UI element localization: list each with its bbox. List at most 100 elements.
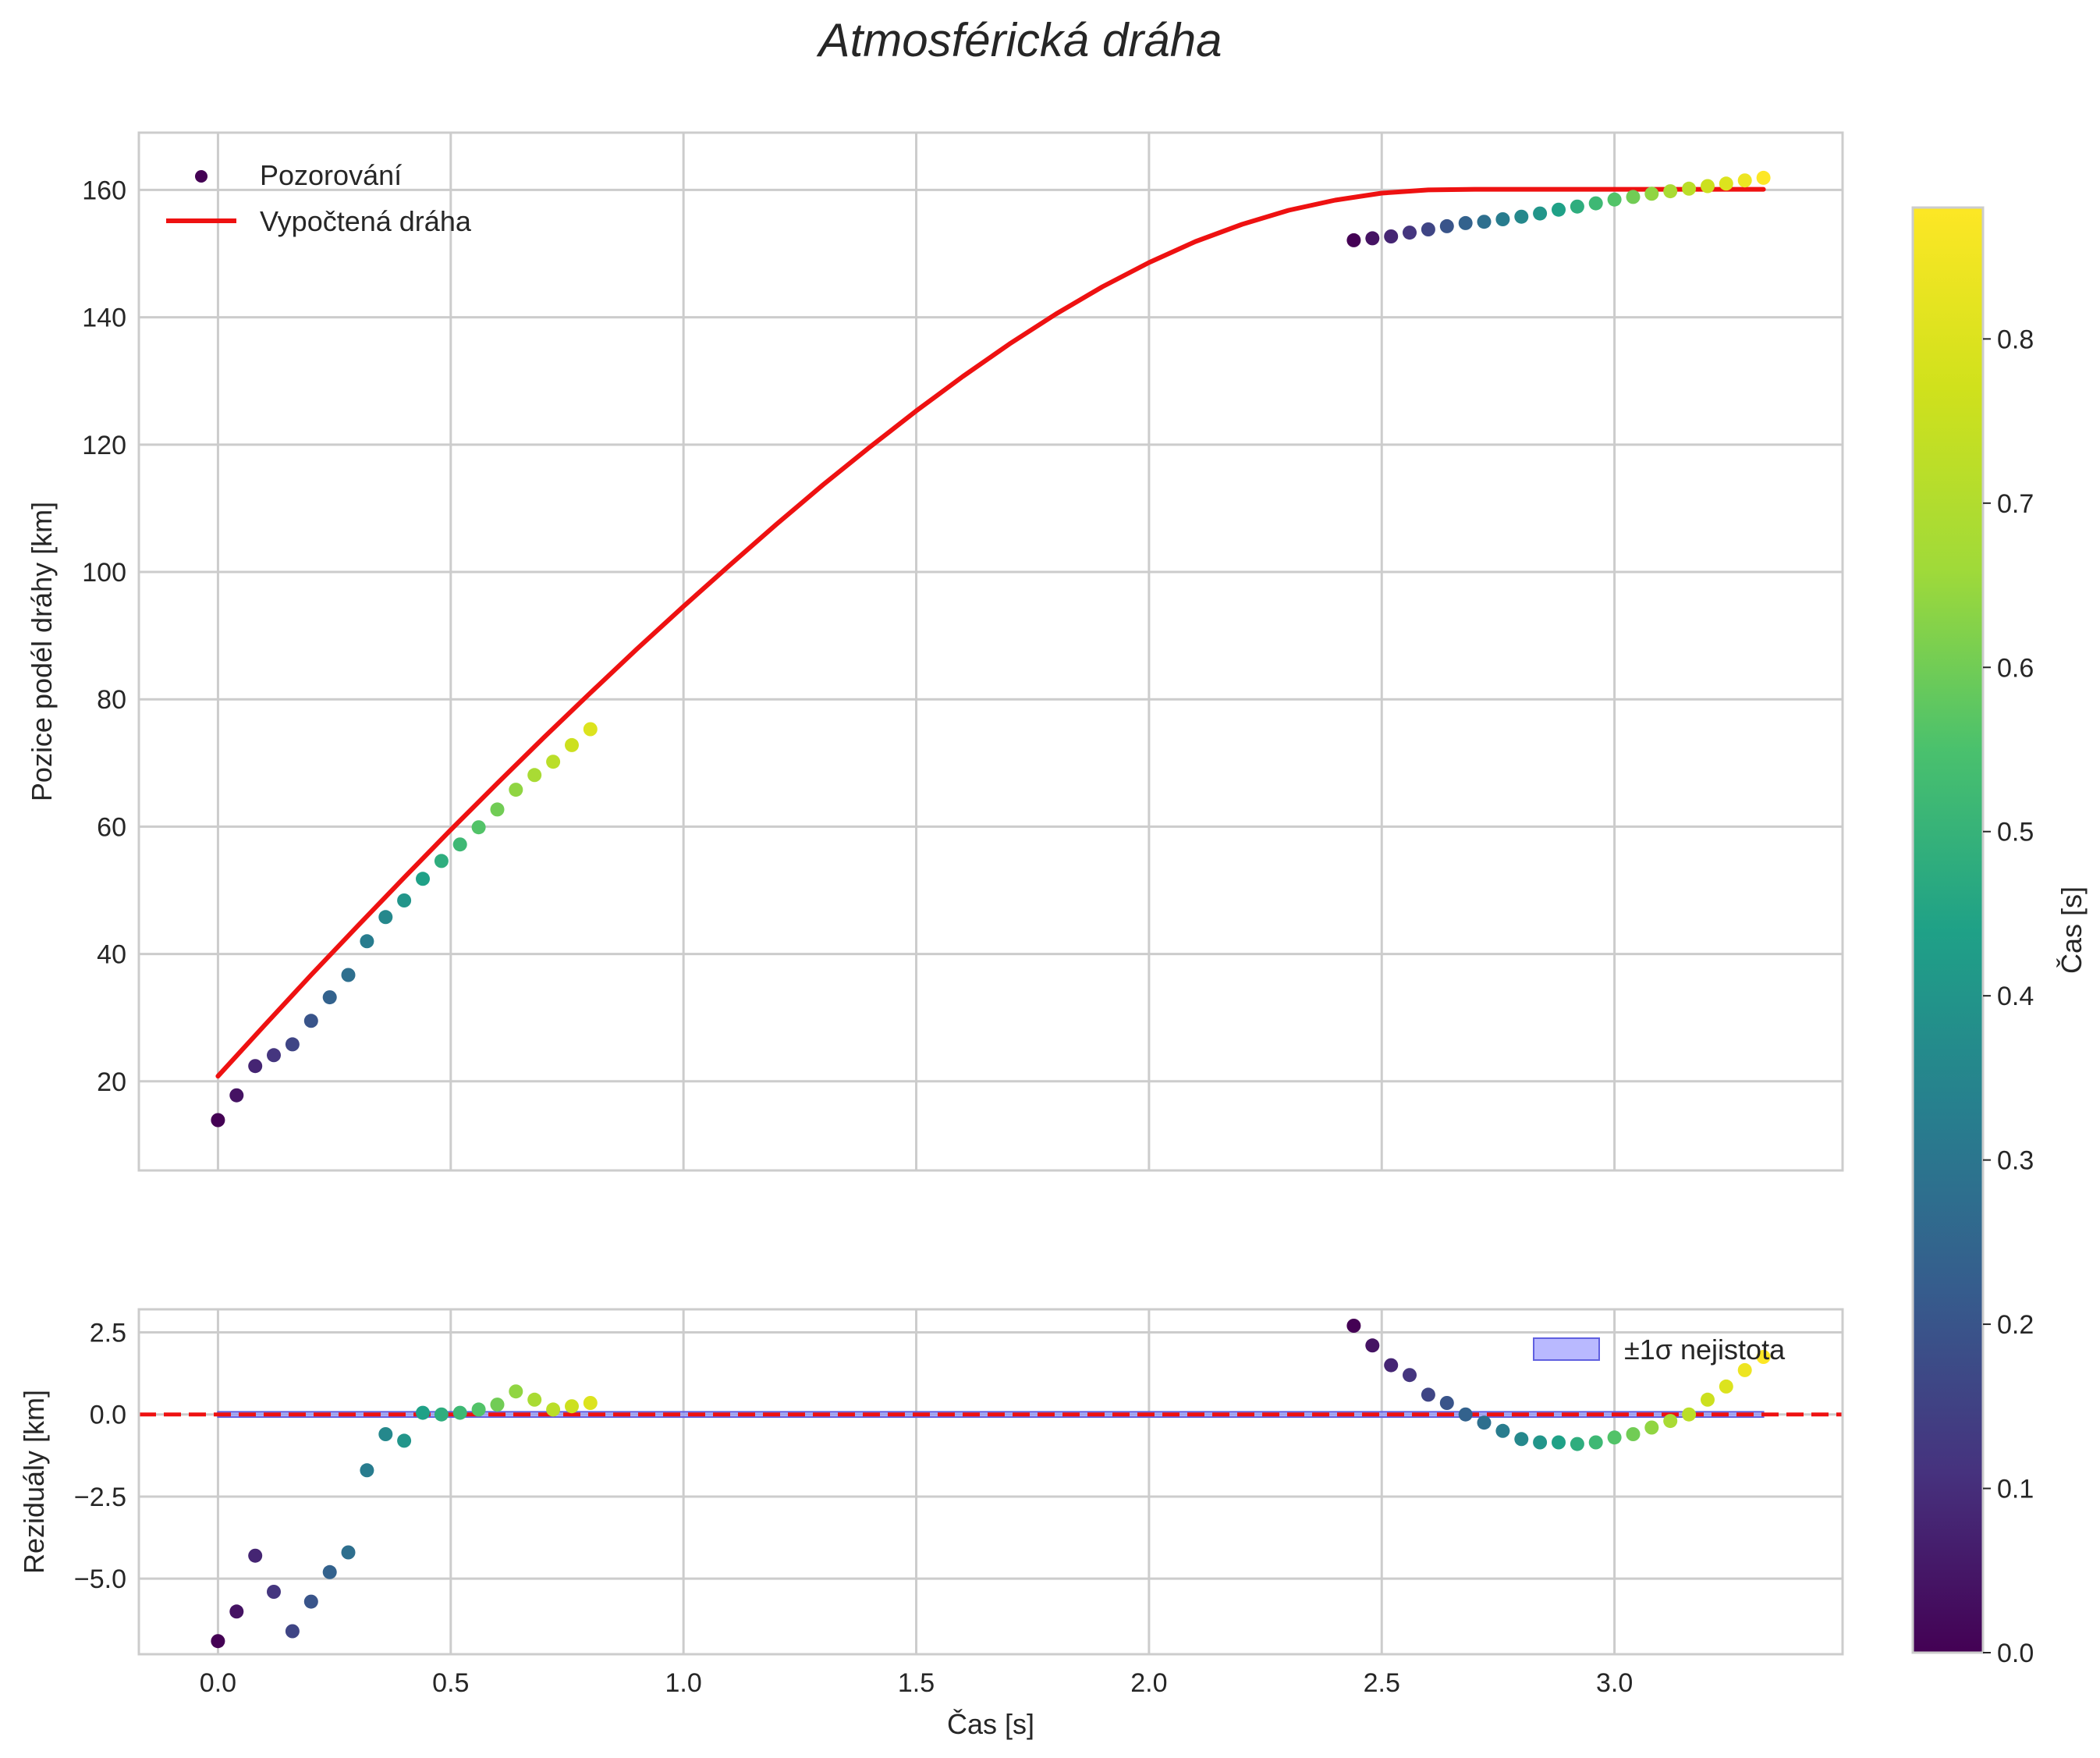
observation-point bbox=[1533, 206, 1548, 221]
observation-point bbox=[1701, 179, 1715, 194]
residual-point bbox=[360, 1463, 374, 1478]
colorbar-tick-label: 0.1 bbox=[1997, 1475, 2034, 1504]
x-tick-label: 1.5 bbox=[898, 1668, 935, 1698]
top-y-axis-label: Pozice podél dráhy [km] bbox=[26, 502, 58, 801]
colorbar-tick-label: 0.7 bbox=[1997, 489, 2034, 519]
residual-point bbox=[1384, 1358, 1399, 1373]
residual-point bbox=[397, 1433, 412, 1448]
observation-point bbox=[1756, 170, 1771, 185]
observation-point bbox=[527, 768, 542, 783]
colorbar-tick-label: 0.2 bbox=[1997, 1310, 2034, 1340]
residual-point bbox=[322, 1564, 337, 1579]
residual-point bbox=[1737, 1362, 1752, 1377]
residual-point bbox=[452, 1405, 467, 1420]
observation-point bbox=[1552, 202, 1566, 217]
observation-point bbox=[229, 1088, 244, 1103]
colorbar-tick-label: 0.6 bbox=[1997, 653, 2034, 683]
observation-point bbox=[1384, 229, 1399, 243]
observation-point bbox=[1626, 190, 1641, 204]
top-panel: 20 40 60 80 100 120 140 160 Pozice podél dráhy … bbox=[26, 131, 1844, 1172]
observation-point bbox=[490, 802, 505, 817]
colorbar-tick-label: 0.3 bbox=[1997, 1146, 2034, 1176]
bottom-y-tick-labels: 2.5 0.0 −2.5 −5.0 bbox=[74, 1318, 126, 1594]
residual-point bbox=[1477, 1415, 1492, 1430]
residual-point bbox=[471, 1402, 486, 1417]
fit-line-group bbox=[215, 186, 1766, 1079]
bottom-y-tick-label: −5.0 bbox=[74, 1564, 126, 1594]
residual-point bbox=[211, 1634, 225, 1649]
residual-point bbox=[1701, 1392, 1715, 1407]
observation-point bbox=[303, 1014, 318, 1028]
legend-label-uncertainty: ±1σ nejistota bbox=[1624, 1334, 1786, 1366]
bottom-y-tick-label: 0.0 bbox=[90, 1401, 126, 1430]
top-y-tick-label: 140 bbox=[82, 304, 126, 333]
observation-point bbox=[546, 755, 561, 769]
x-tick-label: 3.0 bbox=[1596, 1668, 1633, 1698]
residual-point bbox=[583, 1396, 598, 1410]
residual-point bbox=[416, 1405, 430, 1420]
observation-point bbox=[1458, 215, 1473, 230]
observation-point bbox=[248, 1059, 263, 1074]
colorbar-gradient bbox=[1911, 206, 1985, 1654]
observation-point bbox=[1607, 192, 1622, 207]
x-tick-label: 0.0 bbox=[200, 1668, 236, 1698]
observation-point bbox=[583, 722, 598, 737]
x-tick-label: 1.0 bbox=[665, 1668, 702, 1698]
top-y-tick-labels: 20 40 60 80 100 120 140 160 bbox=[82, 176, 126, 1096]
observation-point bbox=[397, 893, 412, 907]
colorbar-label: Čas [s] bbox=[2056, 886, 2088, 974]
observation-point bbox=[1570, 199, 1584, 214]
bottom-x-tick-labels: 0.0 0.5 1.0 1.5 2.0 2.5 3.0 bbox=[200, 1668, 1633, 1698]
x-tick-label: 2.5 bbox=[1364, 1668, 1400, 1698]
observation-point bbox=[1421, 222, 1435, 236]
colorbar-tick-label: 0.4 bbox=[1997, 982, 2034, 1011]
colorbar: 0.0 0.1 0.2 0.3 0.4 0.5 0.6 0.7 0.8 Čas [s] bbox=[1911, 206, 2088, 1668]
observation-point bbox=[1365, 231, 1380, 246]
residual-point bbox=[1607, 1430, 1622, 1445]
bottom-panel: 0.0 0.5 1.0 1.5 2.0 2.5 3.0 2.5 0.0 −2.5 −5.0 Rez… bbox=[18, 1308, 1844, 1740]
residual-point bbox=[490, 1398, 505, 1412]
observation-point bbox=[1682, 181, 1697, 196]
bottom-legend: ±1σ nejistota bbox=[1533, 1334, 1786, 1366]
residual-point bbox=[565, 1399, 579, 1414]
x-tick-label: 0.5 bbox=[432, 1668, 469, 1698]
x-axis-label: Čas [s] bbox=[947, 1708, 1034, 1740]
fit-line bbox=[215, 186, 1766, 1079]
colorbar-tick-label: 0.5 bbox=[1997, 818, 2034, 847]
observation-point bbox=[267, 1048, 281, 1063]
observation-point bbox=[565, 737, 579, 752]
x-tick-label: 2.0 bbox=[1130, 1668, 1167, 1698]
observation-point bbox=[341, 968, 356, 982]
colorbar-tick-label: 0.0 bbox=[1997, 1639, 2034, 1668]
observation-point bbox=[285, 1037, 300, 1052]
top-y-tick-label: 60 bbox=[97, 812, 126, 842]
observation-point bbox=[1346, 233, 1361, 247]
residual-point bbox=[1756, 1350, 1771, 1364]
residual-points bbox=[211, 1319, 1771, 1649]
observation-point bbox=[1737, 173, 1752, 188]
observation-points bbox=[211, 170, 1771, 1128]
residual-point bbox=[285, 1624, 300, 1639]
residual-point bbox=[1365, 1338, 1380, 1353]
observation-point bbox=[1495, 212, 1510, 226]
residual-point bbox=[1588, 1435, 1603, 1450]
legend-label-observations: Pozorování bbox=[260, 159, 402, 191]
residual-point bbox=[434, 1407, 449, 1422]
top-y-tick-label: 80 bbox=[97, 685, 126, 715]
top-plot-frame bbox=[137, 131, 1844, 1172]
residual-point bbox=[267, 1585, 281, 1599]
residual-point bbox=[229, 1604, 244, 1619]
bottom-y-tick-label: 2.5 bbox=[90, 1318, 126, 1348]
legend-band-swatch bbox=[1533, 1337, 1600, 1361]
observation-point bbox=[211, 1113, 225, 1128]
top-legend: Pozorování Vypočtená dráha bbox=[166, 159, 472, 237]
observation-point bbox=[1403, 226, 1417, 240]
observation-point bbox=[452, 837, 467, 852]
bottom-y-axis-label: Reziduály [km] bbox=[18, 1390, 50, 1574]
residual-point bbox=[1346, 1319, 1361, 1333]
residual-point bbox=[527, 1392, 542, 1407]
top-plot-area bbox=[139, 133, 1843, 1170]
residual-point bbox=[1458, 1407, 1473, 1422]
chart-title: Atmosférická dráha bbox=[817, 14, 1222, 66]
